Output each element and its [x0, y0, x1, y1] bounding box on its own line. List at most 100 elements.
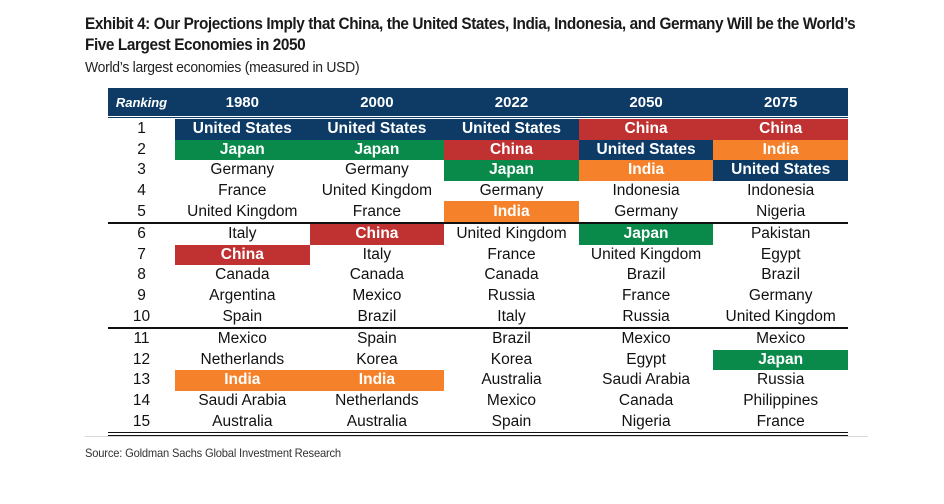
country-cell: China — [444, 139, 579, 161]
country-cell: Brazil — [626, 266, 666, 284]
country-cell: Australia — [175, 411, 310, 436]
country-cell: China — [713, 117, 848, 140]
country-cell: Mexico — [352, 287, 402, 305]
country-cell: Brazil — [309, 306, 445, 329]
rank-cell: 11 — [133, 330, 150, 348]
country-cell: Germany — [479, 182, 544, 200]
country-cell: Italy — [228, 225, 257, 243]
source-note: Source: Goldman Sachs Global Investment … — [85, 446, 341, 460]
country-cell: United States — [578, 139, 714, 161]
country-cell: Germany — [578, 201, 714, 224]
country-cell: United States — [713, 160, 848, 181]
rank-cell: 12 — [132, 350, 151, 368]
country-cell: Nigeria — [578, 411, 714, 436]
country-cell: Mexico — [486, 392, 537, 410]
country-cell: Philippines — [743, 392, 819, 410]
country-cell: China — [175, 244, 310, 266]
country-cell: France — [218, 182, 267, 200]
country-cell: United Kingdom — [713, 306, 848, 329]
country-cell: Russia — [487, 287, 536, 305]
country-cell: France — [309, 201, 445, 224]
country-cell: Japan — [444, 160, 579, 181]
table-row: 3 Germany Germany Japan India United States — [108, 160, 848, 181]
rank-cell: 13 — [132, 371, 151, 389]
country-cell: Brazil — [761, 266, 801, 284]
country-cell: France — [487, 245, 536, 263]
country-cell: Nigeria — [713, 201, 848, 224]
country-cell: Australia — [481, 371, 542, 389]
header-year-2000: 2000 — [309, 88, 445, 119]
country-cell: Pakistan — [750, 225, 811, 243]
country-cell: Japan — [713, 349, 848, 371]
rankings-table: Ranking 1980 2000 2022 2050 2075 1 United… — [108, 88, 848, 436]
country-cell: India — [309, 370, 445, 391]
country-cell: Saudi Arabia — [198, 392, 287, 410]
table-row: 1 United States United States United States… — [108, 117, 848, 140]
rank-cell: 5 — [108, 201, 175, 224]
country-cell: United States — [175, 117, 310, 140]
country-cell: Korea — [356, 350, 398, 368]
rank-cell: 8 — [137, 266, 146, 284]
header-year-2022: 2022 — [444, 88, 579, 119]
country-cell: China — [309, 222, 445, 245]
country-cell: United Kingdom — [456, 225, 567, 243]
rank-cell: 7 — [137, 245, 146, 263]
table-row: 10 Spain Brazil Italy Russia United Kingdom — [108, 306, 848, 329]
country-cell: Indonesia — [612, 182, 680, 200]
country-cell: Argentina — [209, 287, 276, 305]
rank-cell: 6 — [137, 225, 146, 243]
table-row: 14 Saudi Arabia Netherlands Mexico Canada Phi… — [108, 391, 848, 412]
footer-divider — [85, 436, 868, 437]
country-cell: China — [578, 117, 714, 140]
rank-cell: 14 — [132, 392, 151, 410]
country-cell: India — [578, 160, 714, 181]
country-cell: Mexico — [621, 330, 671, 348]
country-cell: United Kingdom — [590, 245, 702, 263]
country-cell: Korea — [490, 350, 533, 368]
country-cell: Russia — [756, 371, 805, 389]
header-year-2075: 2075 — [713, 88, 848, 119]
table-row: 7 China Italy France United Kingdom Egypt — [108, 244, 848, 266]
country-cell: Japan — [578, 222, 714, 245]
country-cell: Spain — [175, 306, 310, 329]
rank-cell: 1 — [137, 120, 146, 138]
country-cell: Italy — [444, 306, 579, 329]
country-cell: India — [713, 139, 848, 161]
table-row: 15 Australia Australia Spain Nigeria France — [108, 411, 848, 436]
country-cell: France — [621, 287, 671, 305]
country-cell: Italy — [362, 245, 392, 263]
rank-cell: 4 — [137, 182, 146, 200]
country-cell: United Kingdom — [175, 201, 310, 224]
rankings-body: 1 United States United States United States… — [108, 117, 848, 436]
country-cell: Egypt — [760, 245, 801, 263]
table-row: 2 Japan Japan China United States India — [108, 139, 848, 161]
country-cell: Canada — [484, 266, 539, 284]
country-cell: Indonesia — [747, 182, 815, 200]
country-cell: United States — [444, 117, 579, 140]
country-cell: Saudi Arabia — [602, 371, 691, 389]
table-row: 11 Mexico Spain Brazil Mexico Mexico — [108, 328, 848, 350]
table-row: 5 United Kingdom France India Germany Nigeria — [108, 201, 848, 224]
country-cell: United Kingdom — [321, 182, 433, 200]
country-cell: Spain — [444, 411, 579, 436]
table-row: 9 Argentina Mexico Russia France Germany — [108, 286, 848, 307]
header-ranking: Ranking — [108, 88, 175, 119]
table-row: 13 India India Australia Saudi Arabia Russia — [108, 370, 848, 391]
country-cell: India — [175, 370, 310, 391]
rank-cell: 15 — [108, 411, 175, 436]
country-cell: Canada — [618, 392, 674, 410]
country-cell: Netherlands — [335, 392, 419, 410]
country-cell: Russia — [578, 306, 714, 329]
table-row: 8 Canada Canada Canada Brazil Brazil — [108, 265, 848, 286]
country-cell: India — [444, 201, 579, 224]
country-cell: Japan — [309, 139, 445, 161]
rank-cell: 3 — [137, 161, 146, 179]
header-row: Ranking 1980 2000 2022 2050 2075 — [108, 88, 848, 119]
country-cell: Canada — [215, 266, 270, 284]
country-cell: Canada — [349, 266, 405, 284]
table-row: 4 France United Kingdom Germany Indonesia Ind… — [108, 181, 848, 202]
country-cell: Spain — [357, 330, 397, 348]
exhibit-subtitle: World’s largest economies (measured in U… — [85, 59, 360, 76]
country-cell: Australia — [309, 411, 445, 436]
exhibit-title: Exhibit 4: Our Projections Imply that Ch… — [85, 15, 856, 54]
